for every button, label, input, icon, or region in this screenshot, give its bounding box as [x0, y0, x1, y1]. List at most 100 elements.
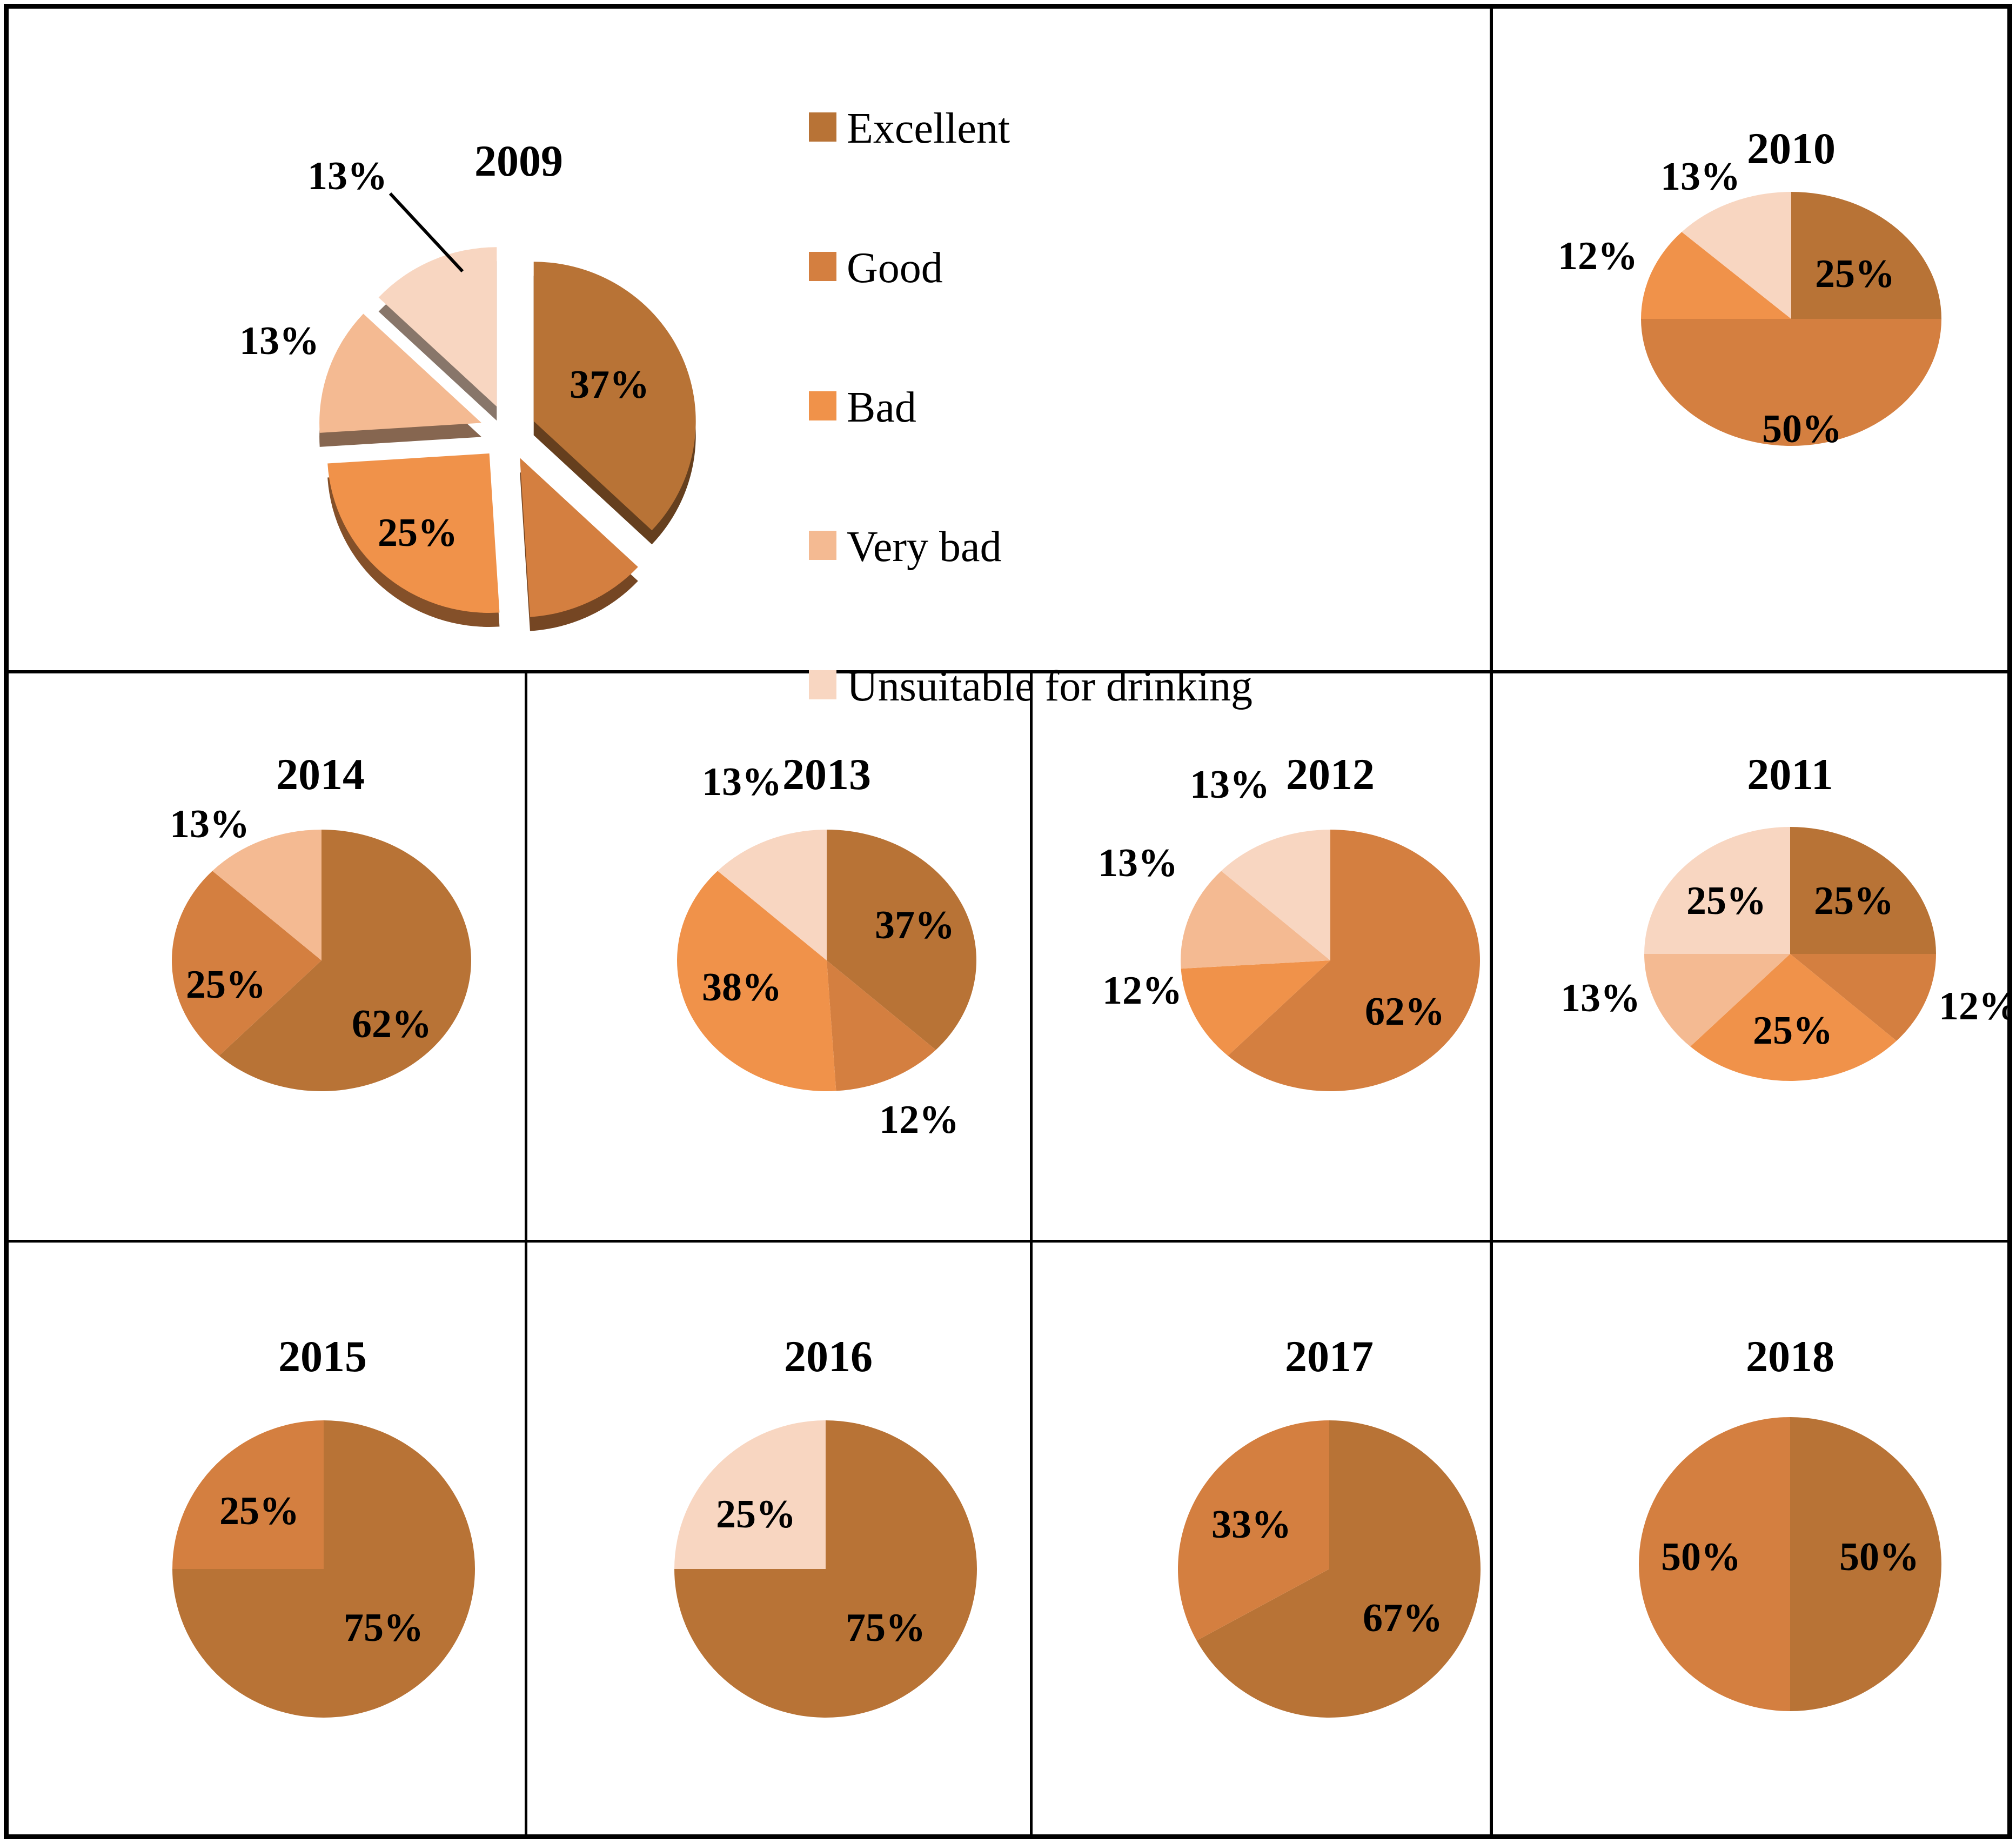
- pie-slice-bad: [677, 871, 836, 1091]
- pct-label-good: 33%: [1211, 1503, 1291, 1547]
- pct-label-unsuitable-for-drinking: 13%: [1190, 763, 1270, 807]
- pie-slice-unsuitable-for-drinking: [1644, 827, 1790, 954]
- pie-chart-2018: 50% 50% 2018: [1639, 1332, 1941, 1711]
- pie-slice-excellent: [1790, 827, 1936, 954]
- pie-slice-very-bad: [1181, 871, 1330, 969]
- legend-swatch-good: [809, 252, 836, 281]
- grid-line-vertical-1: [525, 670, 527, 1838]
- chart-cell-2017: 67% 33% 2017: [1030, 1240, 1492, 1838]
- pct-label-bad: 12%: [1558, 234, 1638, 278]
- legend-label: Unsuitable for drinking: [847, 663, 1253, 710]
- pct-label-very-bad: 13%: [239, 319, 319, 363]
- pie-chart-2017: 67% 33% 2017: [1177, 1332, 1481, 1718]
- legend-swatch-very-bad: [809, 531, 836, 560]
- pct-label-excellent: 37%: [570, 363, 649, 407]
- pie-slice-good: [172, 1420, 324, 1569]
- pie-slice-good: [172, 871, 322, 1056]
- pct-label-good: 50%: [1762, 407, 1842, 451]
- legend-swatch-unsuitable-for-drinking: [809, 670, 836, 699]
- grid-line-horizontal-2: [5, 1240, 2011, 1243]
- pie-slice-good: [827, 960, 936, 1091]
- pct-label-unsuitable-for-drinking: 13%: [1660, 155, 1740, 199]
- chart-title-2014: 2014: [276, 750, 365, 799]
- legend-item-very-bad: Very bad: [809, 525, 1002, 574]
- pie-chart-2015: 75% 25% 2015: [172, 1332, 475, 1718]
- pie-slice-excellent: [219, 830, 472, 1091]
- legend-label: Good: [847, 244, 943, 292]
- pct-label-excellent: 67%: [1363, 1596, 1443, 1640]
- pct-label-excellent: 50%: [1839, 1535, 1919, 1579]
- pie-slice-unsuitable-for-drinking: [378, 247, 497, 407]
- chart-cell-2016: 75% 25% 2016: [525, 1240, 1030, 1838]
- chart-cell-2010: 25% 50% 12% 13% 2010: [1490, 5, 2011, 673]
- pct-label-excellent: 62%: [352, 1002, 432, 1046]
- pie-slice-unsuitable-for-drinking: [1682, 192, 1791, 319]
- pie-chart-2014: 62% 25% 13% 2014: [170, 750, 472, 1091]
- pct-label-very-bad: 13%: [170, 802, 250, 846]
- pct-label-good: 25%: [186, 963, 266, 1007]
- pct-label-excellent: 37%: [875, 903, 955, 947]
- pct-label-bad: 25%: [378, 511, 458, 555]
- pct-label-bad: 38%: [702, 965, 782, 1010]
- pie-slice-good: [520, 458, 638, 617]
- chart-cell-2011: 25% 12% 25% 13% 25% 2011: [1492, 673, 2011, 1240]
- pct-label-good: 25%: [219, 1489, 299, 1533]
- pie-slice-good: [1790, 954, 1936, 1041]
- pie-chart-2013: 37% 12% 38% 13% 2013: [677, 750, 976, 1142]
- pie-slice-excellent: [533, 262, 696, 531]
- pct-label-very-bad: 13%: [1560, 976, 1640, 1020]
- chart-cell-2013: 37% 12% 38% 13% 2013: [525, 673, 1030, 1240]
- chart-title-2018: 2018: [1746, 1332, 1834, 1381]
- chart-cell-2015: 75% 25% 2015: [5, 1240, 525, 1838]
- pie-slice-unsuitable-for-drinking: [674, 1420, 826, 1569]
- pie-chart-2012: 62% 12% 13% 13% 2012: [1098, 750, 1481, 1091]
- chart-cell-2018: 50% 50% 2018: [1492, 1240, 2011, 1838]
- pct-label-excellent: 75%: [344, 1606, 424, 1650]
- pie-slice-bad: [1641, 232, 1791, 319]
- chart-cell-2012: 62% 12% 13% 13% 2012: [1030, 673, 1492, 1240]
- pie-slice-very-bad: [1644, 954, 1790, 1047]
- chart-title-2017: 2017: [1285, 1332, 1374, 1381]
- pie-slice-unsuitable-for-drinking: [1221, 830, 1330, 960]
- pie-slice-good: [1228, 830, 1481, 1091]
- pie-slice-very-bad: [319, 313, 482, 433]
- pie-slice-excellent: [1791, 192, 1941, 319]
- pie-chart-2009: 37%12%25%13%13%2009: [239, 136, 696, 631]
- pie-slice-bad: [327, 453, 500, 613]
- chart-title-2013: 2013: [782, 750, 871, 799]
- pct-label-good: 12%: [1939, 984, 2011, 1029]
- label-leader-line: [389, 192, 464, 273]
- legend-label: Bad: [847, 384, 916, 431]
- pct-label-unsuitable-for-drinking: 13%: [702, 760, 782, 804]
- pct-label-good: 62%: [1365, 990, 1445, 1034]
- pct-label-unsuitable-for-drinking: 25%: [1686, 879, 1766, 923]
- legend-label: Very bad: [847, 523, 1002, 571]
- legend-label: Excellent: [847, 105, 1010, 152]
- legend-swatch-excellent: [809, 112, 836, 142]
- pie-chart-2011: 25% 12% 25% 13% 25% 2011: [1560, 750, 2011, 1081]
- pie-slice-good: [1177, 1420, 1329, 1641]
- chart-title-2012: 2012: [1286, 750, 1375, 799]
- pie-slice-very-bad: [212, 830, 322, 960]
- pct-label-good: 50%: [1661, 1535, 1741, 1579]
- grid-line-vertical-2: [1030, 670, 1033, 1838]
- chart-title-2009: 2009: [474, 136, 563, 185]
- pie-chart-2010: 25% 50% 12% 13%2010: [1558, 124, 1941, 451]
- legend-item-good: Good: [809, 246, 943, 295]
- pie-slice-excellent: [827, 830, 976, 1050]
- chart-cell-2014: 62% 25% 13% 2014: [5, 673, 525, 1240]
- grid-line-vertical-right: [1490, 5, 1493, 1838]
- grid-line-horizontal-1: [5, 670, 2011, 673]
- pct-label-unsuitable-for-drinking: 13%: [307, 154, 387, 198]
- pie-chart-2016: 75% 25% 2016: [674, 1332, 977, 1718]
- pct-label-bad: 25%: [1753, 1009, 1833, 1053]
- chart-cell-2009: 37%12%25%13%13%2009: [5, 5, 1490, 673]
- pie-slice-bad: [1181, 960, 1330, 1056]
- pct-label-good: 12%: [879, 1098, 959, 1142]
- pie-slice-excellent: [1196, 1420, 1481, 1718]
- legend-item-excellent: Excellent: [809, 107, 1010, 156]
- chart-title-2011: 2011: [1747, 750, 1833, 799]
- chart-title-2010: 2010: [1747, 124, 1836, 173]
- pie-slice-unsuitable-for-drinking: [718, 830, 827, 960]
